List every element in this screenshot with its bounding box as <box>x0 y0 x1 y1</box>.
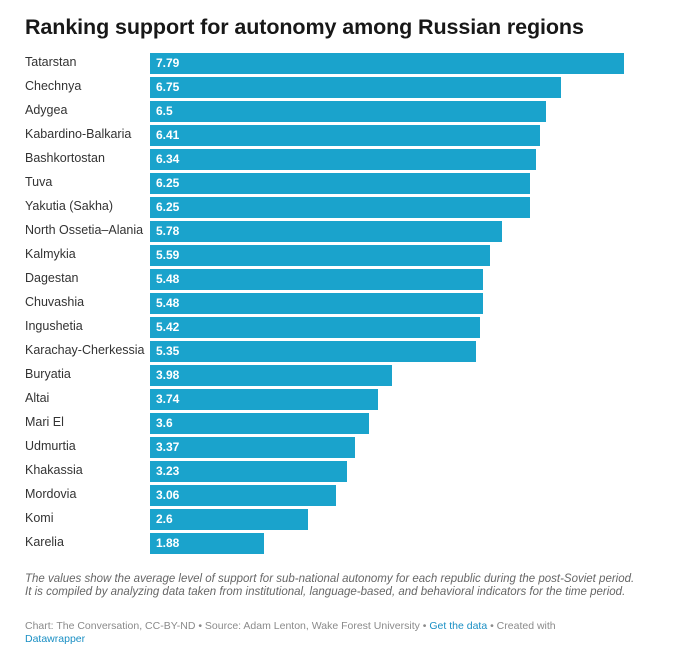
category-label: Komi <box>25 511 54 525</box>
bar <box>150 77 561 98</box>
bar-row: Chuvashia 5.48 <box>25 290 635 314</box>
bar <box>150 341 476 362</box>
bar-row: Tuva 6.25 <box>25 170 635 194</box>
bar-value-label: 6.25 <box>156 200 180 214</box>
bar-value-label: 5.59 <box>156 248 180 262</box>
bar-value-label: 5.35 <box>156 344 180 358</box>
bar-row: Udmurtia 3.37 <box>25 434 635 458</box>
bar-row: Komi 2.6 <box>25 506 635 530</box>
category-label: Ingushetia <box>25 319 83 333</box>
bar <box>150 101 546 122</box>
bar-value-label: 1.88 <box>156 536 180 550</box>
bar-row: Mari El 3.6 <box>25 410 635 434</box>
bar-value-label: 3.23 <box>156 464 180 478</box>
bar-row: Khakassia 3.23 <box>25 458 635 482</box>
category-label: Udmurtia <box>25 439 76 453</box>
bar-row: Tatarstan 7.79 <box>25 50 635 74</box>
bar-row: Yakutia (Sakha) 6.25 <box>25 194 635 218</box>
bar-value-label: 3.06 <box>156 488 180 502</box>
bar-value-label: 3.6 <box>156 416 173 430</box>
category-label: Khakassia <box>25 463 83 477</box>
bar <box>150 533 264 554</box>
bar <box>150 461 347 482</box>
category-label: Altai <box>25 391 50 405</box>
footer-created-with: • Created with <box>487 620 556 632</box>
category-label: Tatarstan <box>25 55 77 69</box>
bar <box>150 413 369 434</box>
category-label: Adygea <box>25 103 68 117</box>
bar <box>150 173 530 194</box>
bar-value-label: 5.42 <box>156 320 180 334</box>
bar <box>150 269 483 290</box>
category-label: Kalmykia <box>25 247 76 261</box>
bar <box>150 149 536 170</box>
bar <box>150 365 392 386</box>
bar-row: Adygea 6.5 <box>25 98 635 122</box>
bar-row: Kalmykia 5.59 <box>25 242 635 266</box>
category-label: Mari El <box>25 415 64 429</box>
get-the-data-link[interactable]: Get the data <box>429 620 488 632</box>
bar-value-label: 6.41 <box>156 128 180 142</box>
bar <box>150 437 355 458</box>
bar-row: Karelia 1.88 <box>25 530 635 554</box>
datawrapper-link[interactable]: Datawrapper <box>25 633 86 645</box>
bar-value-label: 2.6 <box>156 512 173 526</box>
bar-value-label: 5.48 <box>156 296 180 310</box>
bar-value-label: 6.25 <box>156 176 180 190</box>
bar-row: Buryatia 3.98 <box>25 362 635 386</box>
category-label: North Ossetia–Alania <box>25 223 144 237</box>
bar-value-label: 6.75 <box>156 80 180 94</box>
bar-row: Chechnya 6.75 <box>25 74 635 98</box>
bar-row: Bashkortostan 6.34 <box>25 146 635 170</box>
bar-value-label: 3.74 <box>156 392 180 406</box>
bar <box>150 245 490 266</box>
bar-value-label: 5.78 <box>156 224 180 238</box>
chart-footer: Chart: The Conversation, CC-BY-ND • Sour… <box>25 620 585 646</box>
bar-row: Dagestan 5.48 <box>25 266 635 290</box>
chart-notes: The values show the average level of sup… <box>25 573 635 598</box>
bar-row: Karachay-Cherkessia 5.35 <box>25 338 635 362</box>
bar <box>150 125 540 146</box>
category-label: Dagestan <box>25 271 79 285</box>
bar <box>150 389 378 410</box>
bar-value-label: 6.34 <box>156 152 180 166</box>
bar-value-label: 7.79 <box>156 56 180 70</box>
bar-chart: Tatarstan 7.79 Chechnya 6.75 Adygea 6.5 Kabard… <box>25 50 635 560</box>
bar <box>150 509 308 530</box>
footer-credit: Chart: The Conversation, CC-BY-ND • Sour… <box>25 620 430 632</box>
category-label: Tuva <box>25 175 53 189</box>
bar-value-label: 3.98 <box>156 368 180 382</box>
category-label: Chechnya <box>25 79 82 93</box>
bar <box>150 53 624 74</box>
bar <box>150 485 336 506</box>
bar <box>150 221 502 242</box>
bar-row: Ingushetia 5.42 <box>25 314 635 338</box>
category-label: Yakutia (Sakha) <box>25 199 114 213</box>
bar <box>150 293 483 314</box>
bar-row: North Ossetia–Alania 5.78 <box>25 218 635 242</box>
category-label: Karachay-Cherkessia <box>25 343 145 357</box>
bar-row: Mordovia 3.06 <box>25 482 635 506</box>
category-label: Kabardino-Balkaria <box>25 127 132 141</box>
category-label: Mordovia <box>25 487 77 501</box>
bar-value-label: 5.48 <box>156 272 180 286</box>
category-label: Karelia <box>25 535 64 549</box>
chart-title: Ranking support for autonomy among Russi… <box>25 15 584 39</box>
bar-value-label: 3.37 <box>156 440 180 454</box>
bar-value-label: 6.5 <box>156 104 173 118</box>
category-label: Buryatia <box>25 367 71 381</box>
category-label: Chuvashia <box>25 295 85 309</box>
bar <box>150 317 480 338</box>
bar-row: Altai 3.74 <box>25 386 635 410</box>
category-label: Bashkortostan <box>25 151 105 165</box>
bar <box>150 197 530 218</box>
bar-row: Kabardino-Balkaria 6.41 <box>25 122 635 146</box>
